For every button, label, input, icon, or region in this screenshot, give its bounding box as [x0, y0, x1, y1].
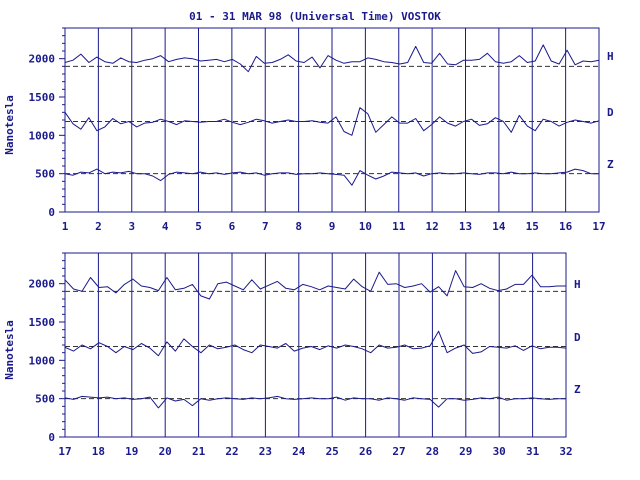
trace-d — [64, 107, 600, 136]
x-tick-label: 24 — [292, 445, 306, 458]
x-tick-label: 14 — [492, 220, 506, 233]
x-tick-label: 4 — [162, 220, 169, 233]
x-tick-label: 2 — [95, 220, 102, 233]
series-label-h: H — [574, 278, 581, 291]
trace-h — [64, 270, 566, 300]
x-tick-label: 15 — [526, 220, 539, 233]
y-axis-label-top: Nanotesla — [3, 95, 16, 155]
y-axis-label-bottom: Nanotesla — [3, 320, 16, 380]
trace-h — [64, 44, 600, 73]
x-tick-label: 18 — [92, 445, 105, 458]
y-tick-label: 1500 — [29, 316, 56, 329]
panel-2: 17 18 19 20 21 22 23 24 25 26 27 28 29 30 31 32 0 500 1000… — [29, 252, 581, 458]
x-tick-label: 27 — [392, 445, 405, 458]
x-tick-label: 1 — [62, 220, 69, 233]
chart-title: 01 - 31 MAR 98 (Universal Time) VOSTOK — [189, 10, 441, 23]
y-tick-label: 1000 — [29, 129, 56, 142]
trace-z — [64, 168, 599, 186]
x-tick-label: 17 — [592, 220, 605, 233]
panel-1: 1 2 3 4 5 6 7 8 9 10 11 12 13 14 15 16 17050010001500200… — [29, 27, 614, 233]
x-tick-label: 22 — [225, 445, 238, 458]
trace-d — [64, 330, 567, 357]
x-tick-label: 5 — [195, 220, 202, 233]
x-tick-label: 6 — [229, 220, 236, 233]
series-label-z: Z — [607, 158, 614, 171]
y-tick-label: 2000 — [29, 278, 56, 291]
x-tick-label: 29 — [459, 445, 472, 458]
x-tick-label: 16 — [559, 220, 573, 233]
y-tick-label: 2000 — [29, 53, 56, 66]
y-tick-label: 500 — [35, 168, 55, 181]
x-tick-label: 3 — [128, 220, 135, 233]
y-tick-label: 0 — [48, 431, 55, 444]
x-tick-label: 31 — [526, 445, 540, 458]
x-tick-label: 30 — [493, 445, 506, 458]
x-tick-label: 17 — [58, 445, 71, 458]
x-tick-label: 11 — [392, 220, 406, 233]
x-tick-label: 10 — [359, 220, 372, 233]
trace-z — [64, 395, 566, 409]
x-tick-label: 13 — [459, 220, 472, 233]
x-tick-label: 19 — [125, 445, 138, 458]
series-label-d: D — [607, 106, 614, 119]
series-label-h: H — [607, 50, 614, 63]
series-label-d: D — [574, 331, 581, 344]
x-tick-label: 28 — [426, 445, 439, 458]
x-tick-label: 8 — [295, 220, 302, 233]
x-tick-label: 12 — [426, 220, 439, 233]
y-tick-label: 1000 — [29, 354, 56, 367]
panels-group: 1 2 3 4 5 6 7 8 9 10 11 12 13 14 15 16 17050010001500200… — [29, 27, 614, 458]
y-tick-label: 1500 — [29, 91, 56, 104]
x-tick-label: 21 — [192, 445, 206, 458]
y-tick-label: 0 — [48, 206, 55, 219]
x-tick-label: 20 — [159, 445, 172, 458]
x-tick-label: 25 — [326, 445, 339, 458]
x-tick-label: 7 — [262, 220, 269, 233]
series-label-z: Z — [574, 383, 581, 396]
x-tick-label: 23 — [259, 445, 272, 458]
x-tick-label: 9 — [329, 220, 336, 233]
x-tick-label: 32 — [559, 445, 572, 458]
x-tick-label: 26 — [359, 445, 373, 458]
y-tick-label: 500 — [35, 393, 55, 406]
